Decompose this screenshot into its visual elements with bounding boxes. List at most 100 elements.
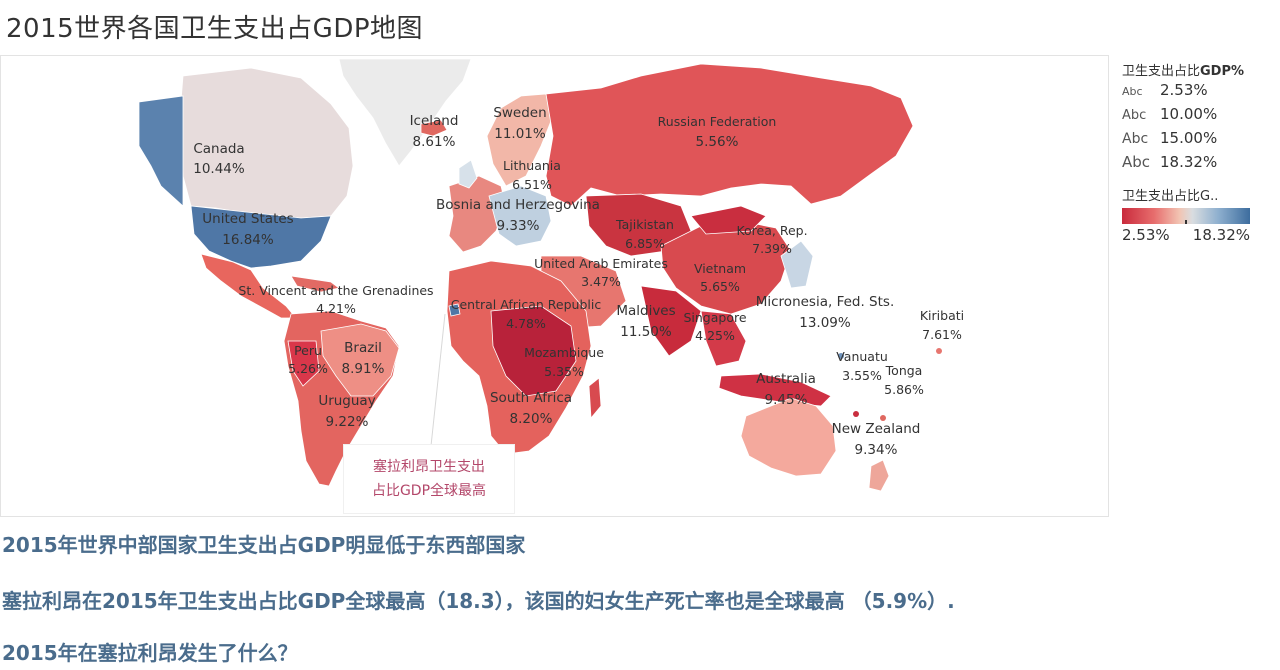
size-legend-row: Abc 10.00% [1122, 105, 1280, 127]
size-legend-value: 2.53% [1160, 81, 1208, 99]
size-legend-title: 卫生支出占比GDP% [1122, 60, 1280, 79]
size-legend-row: Abc 15.00% [1122, 129, 1280, 151]
label-vietnam-name: Vietnam [694, 261, 746, 276]
label-kiribati-value: 7.61% [922, 327, 962, 342]
map-canvas[interactable]: Canada 10.44% United States 16.84% Icela… [1, 56, 1109, 517]
united-states-region[interactable] [190, 205, 332, 269]
size-legend-title-text: 卫生支出占比 [1122, 64, 1201, 79]
label-tajikistan-value: 6.85% [625, 236, 665, 251]
greenland-region[interactable] [338, 58, 472, 167]
label-maldives-name: Maldives [616, 303, 675, 319]
russia-region[interactable] [545, 63, 914, 207]
australia-region[interactable] [740, 397, 837, 477]
label-peru-name: Peru [294, 343, 322, 358]
commentary-line-2: 塞拉利昂在2015年卫生支出占比GDP全球最高（18.3），该国的妇女生产死亡率… [2, 589, 955, 613]
size-legend-row: Abc 18.32% [1122, 153, 1280, 175]
label-sweden-value: 11.01% [494, 126, 546, 142]
color-gradient-range: 2.53% 18.32% [1122, 226, 1250, 244]
label-tajikistan-name: Tajikistan [615, 217, 674, 232]
label-car-value: 4.78% [506, 316, 546, 331]
label-micronesia-name: Micronesia, Fed. Sts. [756, 294, 895, 310]
annotation-leader-line [430, 313, 446, 447]
label-stvincent-value: 4.21% [316, 301, 356, 316]
commentary-line-3: 2015年在塞拉利昂发生了什么？ [2, 641, 298, 665]
size-legend-value: 15.00% [1160, 129, 1218, 147]
label-australia-name: Australia [756, 371, 816, 387]
label-canada-name: Canada [193, 141, 244, 157]
mexico-region[interactable] [200, 253, 297, 319]
abc-sample-medium: Abc [1122, 108, 1147, 123]
abc-sample-largest: Abc [1122, 153, 1151, 171]
label-southafrica-value: 8.20% [510, 411, 553, 427]
label-korea-value: 7.39% [752, 241, 792, 256]
size-legend-value: 18.32% [1160, 153, 1218, 171]
annotation-line-1: 塞拉利昂卫生支出 [373, 459, 485, 475]
label-lithuania-value: 6.51% [512, 177, 552, 192]
iceland-region[interactable] [420, 119, 448, 137]
label-uruguay-name: Uruguay [318, 393, 375, 409]
size-legend-value: 10.00% [1160, 105, 1218, 123]
mongolia-region[interactable] [690, 205, 767, 235]
label-peru-value: 5.26% [288, 361, 328, 376]
label-sweden-name: Sweden [493, 105, 546, 121]
label-vietnam-value: 5.65% [700, 279, 740, 294]
label-kiribati-name: Kiribati [920, 308, 964, 323]
label-korea-name: Korea, Rep. [736, 223, 807, 238]
peru-region[interactable] [287, 340, 320, 387]
color-max-label: 18.32% [1192, 226, 1250, 244]
brazil-region[interactable] [320, 323, 400, 397]
label-stvincent-name: St. Vincent and the Grenadines [238, 283, 433, 298]
label-singapore-name: Singapore [683, 310, 746, 325]
label-mozambique-value: 5.35% [544, 364, 584, 379]
sierra-leone-region[interactable] [448, 303, 461, 317]
vanuatu-marker[interactable] [853, 411, 859, 417]
label-car-name: Central African Republic [451, 297, 602, 312]
kiribati-marker[interactable] [936, 348, 942, 354]
label-tonga-name: Tonga [885, 363, 923, 378]
label-uae-value: 3.47% [581, 274, 621, 289]
label-russia-value: 5.56% [696, 134, 739, 150]
caribbean-region[interactable] [290, 275, 340, 293]
tonga-marker[interactable] [880, 415, 886, 421]
label-canada-value: 10.44% [193, 161, 245, 177]
label-singapore-value: 4.25% [695, 328, 735, 343]
label-micronesia-value: 13.09% [799, 315, 851, 331]
scandinavia-region[interactable] [486, 93, 554, 187]
color-gradient-bar [1122, 208, 1250, 224]
world-map[interactable]: Canada 10.44% United States 16.84% Icela… [0, 55, 1109, 517]
label-uae-name: United Arab Emirates [534, 256, 668, 271]
color-legend-title: 卫生支出占比G.. [1122, 189, 1219, 204]
label-vanuatu-value: 3.55% [842, 368, 882, 383]
map-labels: Canada 10.44% United States 16.84% Icela… [193, 105, 964, 458]
label-iceland-value: 8.61% [413, 134, 456, 150]
label-us-value: 16.84% [222, 232, 274, 248]
color-min-label: 2.53% [1122, 226, 1170, 244]
label-newzealand-name: New Zealand [832, 421, 921, 437]
se-asia-region[interactable] [700, 310, 747, 367]
label-australia-value: 9.45% [765, 392, 808, 408]
annotation-line-2: 占比GDP全球最高 [371, 483, 487, 499]
label-southafrica-name: South Africa [490, 390, 572, 406]
indonesia-region[interactable] [718, 373, 832, 407]
label-bosnia-value: 9.33% [497, 218, 540, 234]
alaska-region[interactable] [138, 95, 184, 207]
korea-japan-region[interactable] [780, 240, 814, 289]
label-tonga-value: 5.86% [884, 382, 924, 397]
uk-region[interactable] [458, 159, 478, 189]
micronesia-marker[interactable] [838, 353, 844, 359]
label-maldives-value: 11.50% [620, 324, 672, 340]
label-lithuania-name: Lithuania [503, 158, 561, 173]
legend-panel: 卫生支出占比GDP% Abc 2.53% Abc 10.00% Abc 15.0… [1122, 60, 1280, 244]
label-bosnia-name: Bosnia and Herzegovina [436, 197, 600, 213]
europe-central-region[interactable] [488, 185, 552, 247]
gradient-midpoint-mark [1185, 220, 1187, 224]
new-zealand-region[interactable] [868, 459, 890, 492]
label-brazil-value: 8.91% [342, 361, 385, 377]
south-asia-region[interactable] [640, 285, 702, 357]
size-legend-title-bold: GDP% [1200, 64, 1245, 79]
abc-sample-small: Abc [1122, 85, 1143, 98]
madagascar-region[interactable] [588, 377, 602, 420]
label-russia-name: Russian Federation [658, 114, 777, 129]
size-legend-row: Abc 2.53% [1122, 81, 1280, 103]
central-africa-region[interactable] [490, 305, 577, 397]
